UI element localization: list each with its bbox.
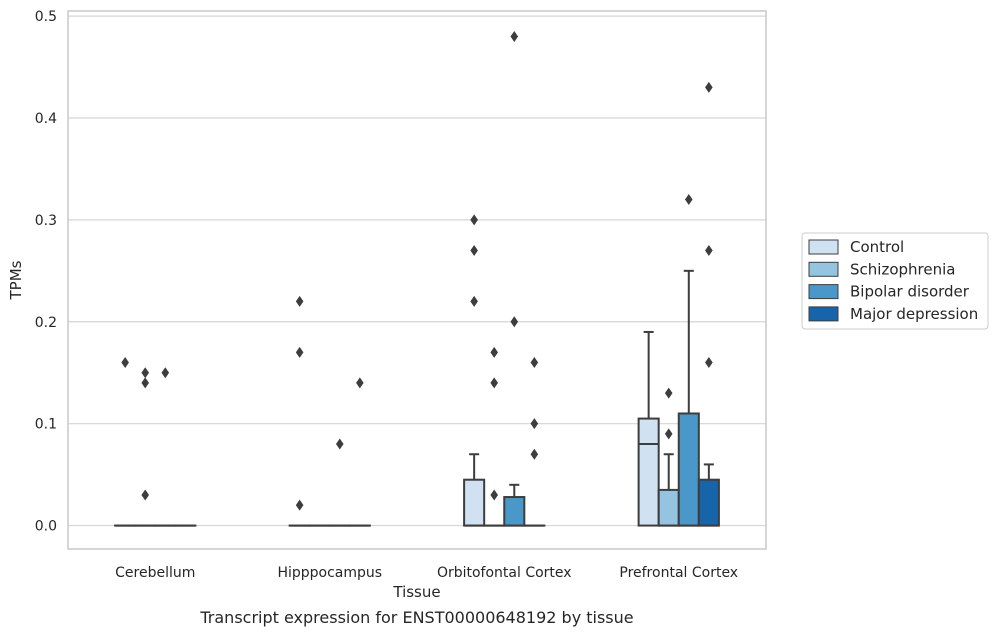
outlier-point: [490, 346, 499, 358]
y-tick-label: 0.4: [35, 111, 57, 127]
outlier-point: [684, 194, 693, 206]
box-bipolar-disorder: [677, 194, 700, 527]
outlier-point: [530, 448, 539, 460]
outlier-point: [490, 489, 499, 501]
chart-caption: Transcript expression for ENST0000064819…: [199, 608, 633, 627]
outlier-point: [510, 316, 519, 328]
box-body: [637, 417, 660, 527]
legend-frame: [801, 232, 989, 330]
box-control: [463, 214, 486, 527]
plot-frame: [67, 10, 767, 550]
legend-swatch: [808, 306, 839, 322]
outlier-point: [141, 377, 150, 389]
x-tick-label: Hipppocampus: [277, 565, 382, 581]
box-major-depression: [348, 377, 371, 527]
legend-swatch: [808, 239, 839, 255]
outlier-point: [510, 30, 519, 42]
outlier-point: [470, 244, 478, 256]
x-tick-label: Orbitofontal Cortex: [437, 565, 572, 581]
outlier-point: [530, 418, 539, 430]
y-axis-title: TPMs: [7, 260, 25, 300]
x-axis-title: Tissue: [392, 583, 440, 601]
box-series: [114, 30, 720, 527]
box-control: [637, 330, 660, 527]
y-tick-label: 0.3: [35, 213, 57, 229]
box-body: [677, 412, 700, 527]
outlier-point: [356, 377, 364, 389]
box-schizophrenia: [483, 346, 506, 527]
y-tick-labels: 0.0 0.1 0.2 0.3 0.4 0.5: [35, 9, 57, 534]
x-tick-label: Cerebellum: [115, 565, 195, 581]
x-tick-label: Prefrontal Cortex: [619, 565, 738, 581]
box-schizophrenia: [657, 387, 680, 527]
outlier-point: [161, 367, 170, 379]
box-bipolar-disorder: [328, 438, 351, 527]
legend: Control Schizophrenia Bipolar disorder Majo…: [801, 232, 989, 330]
legend-label: Schizophrenia: [850, 260, 955, 278]
box-control: [288, 295, 311, 527]
outlier-point: [470, 214, 478, 226]
legend-label: Bipolar disorder: [850, 283, 970, 301]
outlier-point: [335, 438, 344, 450]
box-body: [657, 488, 680, 527]
outlier-point: [141, 367, 150, 379]
box-major-depression: [697, 81, 720, 527]
legend-label: Control: [850, 238, 904, 256]
legend-label: Major depression: [850, 305, 978, 323]
outlier-point: [121, 357, 129, 369]
outlier-point: [490, 377, 499, 389]
outlier-point: [705, 81, 713, 93]
outlier-point: [295, 295, 304, 307]
outlier-point: [705, 244, 713, 256]
x-tick-labels: Cerebellum Hipppocampus Orbitofontal Corte…: [115, 565, 738, 581]
y-tick-label: 0.2: [35, 315, 57, 331]
outlier-point: [664, 387, 673, 399]
y-tick-label: 0.1: [35, 417, 57, 433]
outlier-point: [705, 357, 713, 369]
outlier-point: [530, 357, 539, 369]
outlier-point: [295, 346, 304, 358]
legend-swatch: [808, 284, 839, 300]
plot-background: [68, 11, 766, 549]
box-body: [463, 478, 486, 527]
box-body: [503, 496, 526, 527]
y-tick-label: 0.5: [35, 9, 57, 25]
outlier-point: [470, 295, 478, 307]
box-bipolar-disorder: [503, 30, 526, 527]
y-tick-label: 0.0: [35, 519, 57, 535]
outlier-point: [664, 428, 673, 440]
outlier-point: [141, 489, 150, 501]
legend-swatch: [808, 261, 839, 277]
box-major-depression: [523, 357, 546, 527]
outlier-point: [295, 499, 304, 511]
box-body: [697, 478, 720, 527]
